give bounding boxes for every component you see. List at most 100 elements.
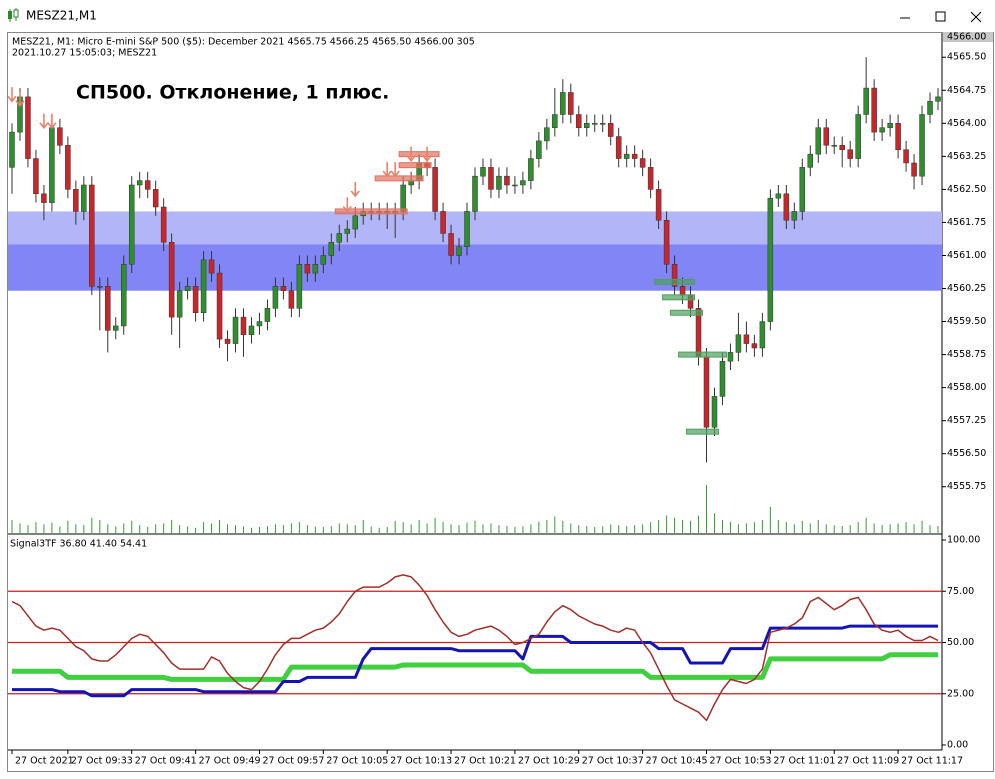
candle-body xyxy=(839,145,845,150)
signal-level xyxy=(678,351,727,358)
volume-bar xyxy=(753,522,755,533)
candle-body xyxy=(807,153,814,168)
volume-bar xyxy=(19,523,21,533)
volume-bar xyxy=(211,523,213,533)
volume-bar xyxy=(147,526,149,533)
volume-bar xyxy=(51,522,53,533)
sell-arrow xyxy=(39,113,49,129)
volume-bar xyxy=(242,526,244,533)
volume-bar xyxy=(314,526,316,533)
signal-level xyxy=(654,278,696,285)
candle-body xyxy=(823,127,829,146)
sell-arrow xyxy=(406,146,416,163)
volume-bar xyxy=(426,523,428,533)
y-tick-label: 100.00 xyxy=(947,535,980,546)
volume-bar xyxy=(131,520,133,533)
candle-body xyxy=(512,184,518,187)
candle-body xyxy=(176,290,183,318)
volume-bar xyxy=(330,526,332,533)
candle-body xyxy=(121,264,127,327)
candle-body xyxy=(208,259,215,274)
maximize-button[interactable] xyxy=(935,11,946,22)
volume-bar xyxy=(338,523,340,533)
volume-bar xyxy=(27,525,29,533)
candle-body xyxy=(336,233,343,243)
volume-bar xyxy=(43,524,45,533)
candle-body xyxy=(144,180,151,190)
candle-body xyxy=(352,215,359,230)
candle-body xyxy=(81,184,87,212)
candle-body xyxy=(41,193,47,203)
candle-body xyxy=(520,180,526,186)
candle-body xyxy=(935,96,941,102)
volume-bar xyxy=(115,526,117,533)
candle-body xyxy=(33,158,39,195)
sell-arrow xyxy=(47,113,57,129)
x-tick-label: 27 Oct 10:37 xyxy=(582,756,644,767)
candle-body xyxy=(240,316,247,336)
candle-body xyxy=(105,286,111,331)
candle-body xyxy=(320,255,327,265)
close-button[interactable] xyxy=(970,11,982,23)
volume-bar xyxy=(35,522,37,533)
candle-body xyxy=(599,123,606,125)
last-price-label: 4566.00 xyxy=(947,32,986,43)
candle-body xyxy=(719,360,726,397)
volume-bar xyxy=(458,525,460,533)
volume-bar xyxy=(418,519,420,533)
volume-bar xyxy=(370,526,372,533)
candle-body xyxy=(879,127,885,133)
candle-body xyxy=(128,184,135,265)
volume-bar xyxy=(171,519,173,533)
candle-body xyxy=(264,308,271,322)
candle-body xyxy=(168,242,175,318)
volume-bar xyxy=(546,519,548,533)
candle-body xyxy=(488,167,494,190)
volume-bar xyxy=(729,522,731,533)
volume-bar xyxy=(235,525,237,533)
volume-bar xyxy=(737,524,739,533)
candle-body xyxy=(847,149,853,159)
volume-bar xyxy=(362,519,364,533)
volume-bar xyxy=(123,523,125,533)
candle-body xyxy=(791,211,798,221)
candle-body xyxy=(496,175,502,190)
volume-bar xyxy=(841,526,843,533)
candle-body xyxy=(49,127,55,203)
volume-bar xyxy=(506,526,508,533)
candle-body xyxy=(97,286,103,288)
candle-body xyxy=(113,325,119,331)
volume-bar xyxy=(402,522,404,533)
volume-bar xyxy=(298,522,300,533)
last-price-box xyxy=(943,32,993,42)
candle-body xyxy=(200,259,207,313)
y-tick-label: 4559.50 xyxy=(947,316,986,327)
volume-bar xyxy=(322,526,324,533)
volume-bar xyxy=(857,522,859,533)
candle-body xyxy=(57,127,63,146)
volume-bar xyxy=(825,524,827,533)
candle-body xyxy=(623,153,630,159)
candle-body xyxy=(655,189,662,221)
volume-bar xyxy=(618,525,620,533)
x-tick-label: 27 Oct 2021 xyxy=(15,756,74,767)
y-tick-label: 4555.75 xyxy=(947,481,986,492)
window-title: MESZ21,M1 xyxy=(26,9,97,23)
volume-bar xyxy=(498,525,500,533)
candle-body xyxy=(536,140,542,159)
volume-bar xyxy=(905,522,907,533)
candle-body xyxy=(895,123,901,150)
candle-body xyxy=(751,343,758,349)
candle-body xyxy=(727,352,734,362)
volume-bar xyxy=(634,525,636,533)
candle-body xyxy=(863,87,869,115)
volume-bar xyxy=(290,523,292,533)
volume-bar xyxy=(274,524,276,533)
volume-bar xyxy=(658,519,660,533)
y-tick-label: 4564.75 xyxy=(947,85,986,96)
volume-bar xyxy=(713,513,715,533)
candle-body xyxy=(9,131,15,168)
volume-bar xyxy=(793,524,795,533)
